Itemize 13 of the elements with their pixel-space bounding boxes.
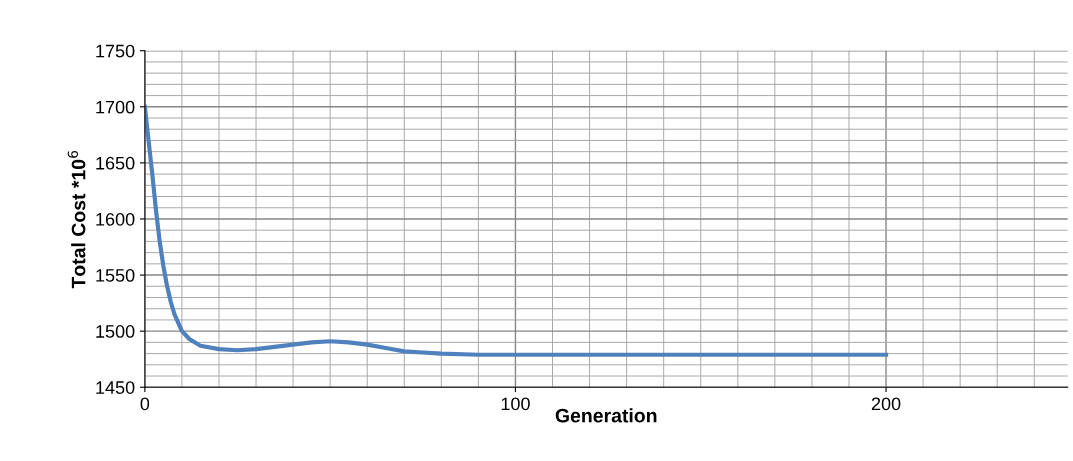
line-series (144, 104, 889, 357)
x-tick-label: 200 (871, 397, 901, 411)
y-tick-label: 1600 (96, 212, 135, 226)
x-tick-label: 0 (140, 397, 150, 411)
y-tick-label: 1500 (96, 325, 135, 338)
y-tick-label: 1450 (96, 381, 135, 394)
y-tick-label: 1750 (96, 44, 135, 58)
x-axis-title: Generation (555, 408, 657, 423)
y-tick-label: 1700 (96, 100, 135, 114)
x-tick-label: 100 (501, 397, 530, 411)
y-axis-title: Total Cost *10$^{6}$ (67, 150, 86, 289)
y-tick-label: 1650 (96, 156, 135, 170)
y-tick-label: 1550 (96, 269, 135, 282)
